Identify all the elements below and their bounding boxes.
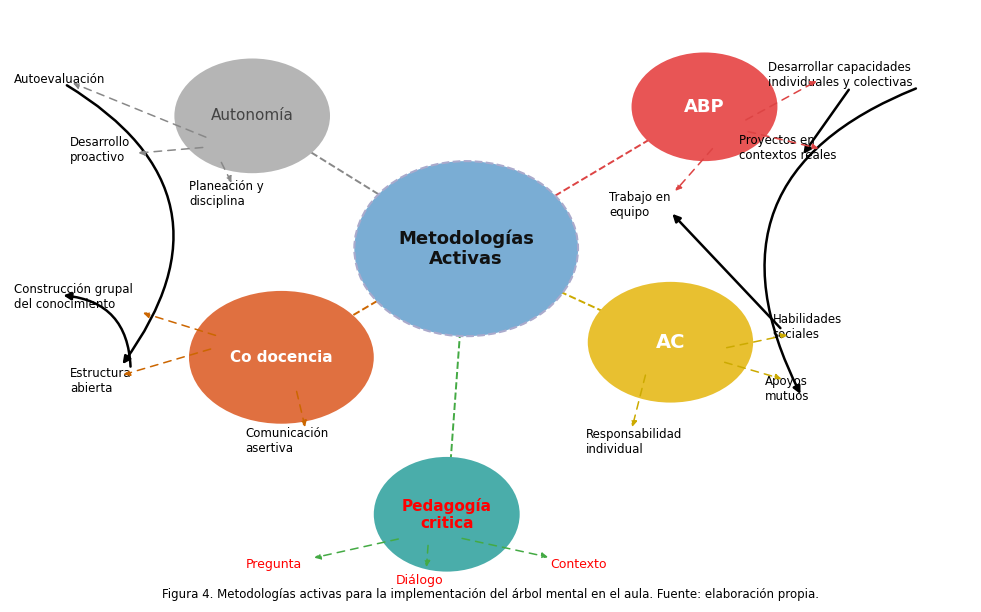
Text: AC: AC <box>655 333 685 352</box>
Text: Metodologías
Activas: Metodologías Activas <box>398 229 534 268</box>
Ellipse shape <box>189 291 374 424</box>
Text: Comunicación
asertiva: Comunicación asertiva <box>245 427 329 455</box>
Text: Pedagogía
critica: Pedagogía critica <box>402 498 491 531</box>
Ellipse shape <box>588 282 753 403</box>
Text: Pregunta: Pregunta <box>245 558 301 571</box>
Text: ABP: ABP <box>684 98 725 116</box>
Text: Figura 4. Metodologías activas para la implementación del árbol mental en el aul: Figura 4. Metodologías activas para la i… <box>162 588 819 600</box>
Ellipse shape <box>175 59 330 173</box>
Text: Planeación y
disciplina: Planeación y disciplina <box>189 181 264 208</box>
Text: Autonomía: Autonomía <box>211 108 293 124</box>
Ellipse shape <box>374 457 520 572</box>
Text: Co docencia: Co docencia <box>231 350 333 365</box>
Text: Desarrollo
proactivo: Desarrollo proactivo <box>71 136 130 164</box>
Ellipse shape <box>632 53 777 161</box>
Text: Trabajo en
equipo: Trabajo en equipo <box>609 190 671 218</box>
Text: Contexto: Contexto <box>549 558 606 571</box>
Text: Apoyos
mutuos: Apoyos mutuos <box>765 375 809 403</box>
Text: Proyectos en
contextos reales: Proyectos en contextos reales <box>739 134 836 162</box>
Text: Desarrollar capacidades
individuales y colectivas: Desarrollar capacidades individuales y c… <box>768 61 912 89</box>
Text: Diálogo: Diálogo <box>395 573 443 586</box>
Ellipse shape <box>354 161 578 336</box>
Text: Estructura
abierta: Estructura abierta <box>71 367 131 395</box>
Text: Construcción grupal
del conocimiento: Construcción grupal del conocimiento <box>14 283 132 311</box>
Text: Responsabilidad
individual: Responsabilidad individual <box>586 428 682 456</box>
Text: Autoevaluación: Autoevaluación <box>14 73 105 86</box>
Text: Habilidades
sociales: Habilidades sociales <box>773 313 842 340</box>
